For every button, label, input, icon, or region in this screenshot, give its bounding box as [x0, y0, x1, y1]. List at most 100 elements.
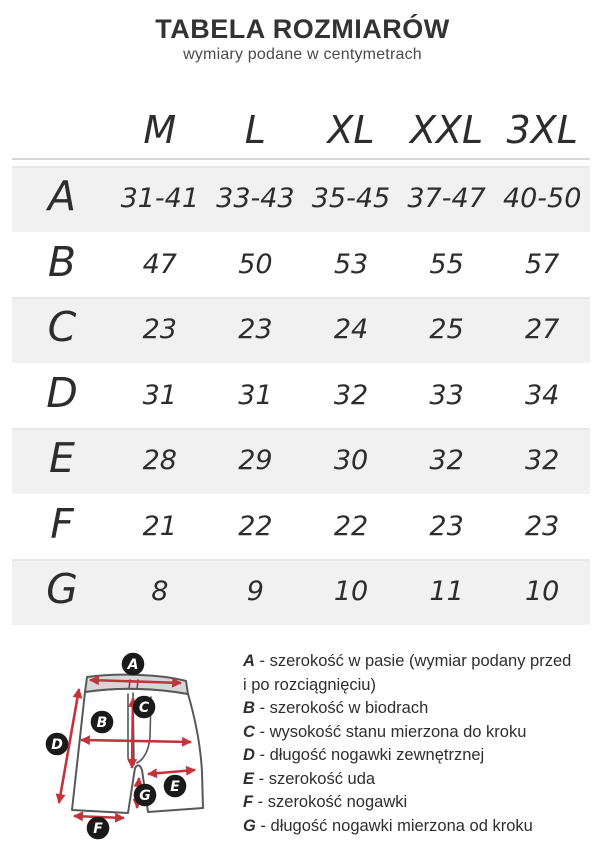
badge-d-letter: D: [51, 737, 63, 753]
legend-sep: -: [254, 699, 270, 717]
legend-letter: F: [243, 793, 254, 811]
legend-text: szerokość uda: [268, 769, 376, 788]
table-cell: 32: [429, 445, 464, 477]
column-header-xl: XL: [327, 108, 375, 152]
legend-letter: A: [243, 652, 255, 670]
arrow-a-waist: [89, 675, 182, 688]
page-title: TABELA ROZMIARÓW: [155, 14, 450, 44]
table-cell: 24: [333, 314, 369, 346]
table-cell: 57: [525, 248, 560, 280]
legend-letter: B: [243, 699, 255, 717]
table-row-e: E 28 29 30 32 32: [12, 428, 590, 494]
badge-c-letter: C: [139, 700, 150, 716]
row-label: B: [47, 237, 77, 286]
table-cell: 33-43: [216, 183, 295, 215]
badge-d: [45, 732, 69, 756]
badge-f-letter: F: [93, 821, 103, 837]
legend-item-a-cont: i po rozciągnięciu): [243, 674, 599, 698]
badge-a: [121, 652, 145, 676]
legend-item-a: A - szerokość w pasie (wymiar podany prz…: [243, 650, 599, 674]
table-cell: 23: [142, 314, 177, 346]
table-cell: 30: [333, 445, 369, 477]
arrow-b-hips: [80, 735, 192, 747]
badge-e-letter: E: [170, 779, 180, 795]
badge-e: [163, 774, 187, 798]
badge-c: [132, 695, 156, 719]
legend-sep: -: [254, 746, 270, 764]
legend-sep: -: [253, 793, 268, 811]
table-cell: 10: [525, 576, 560, 608]
legend-item-c: C - wysokość stanu mierzona do kroku: [243, 721, 599, 745]
table-cell: 21: [142, 510, 177, 542]
table-row-g: G 8 9 10 11 10: [12, 559, 590, 625]
table-cell: 31-41: [120, 183, 200, 215]
table-cell: 11: [429, 576, 464, 608]
row-label: G: [46, 565, 78, 614]
table-cell: 25: [429, 314, 464, 346]
arrow-c-rise: [127, 697, 138, 769]
row-label: D: [46, 368, 78, 417]
table-cell: 23: [238, 314, 273, 346]
badge-g: [133, 783, 157, 807]
legend-letter: D: [243, 746, 255, 764]
table-cell: 31: [238, 379, 273, 411]
table-header-row: M L XL XXL 3XL: [12, 102, 590, 158]
table-cell: 22: [333, 510, 369, 542]
column-header-l: L: [244, 108, 266, 152]
legend-text: długość nogawki mierzona od kroku: [270, 816, 533, 835]
legend-text: wysokość stanu mierzona do kroku: [269, 722, 527, 741]
table-cell: 29: [238, 445, 273, 477]
table-cell: 27: [525, 314, 560, 346]
table-cell: 37-47: [407, 183, 486, 215]
badge-b: [90, 710, 114, 734]
table-cell: 35-45: [311, 183, 391, 215]
row-label: A: [47, 172, 77, 221]
table-cell: 50: [238, 248, 273, 280]
page-subtitle: wymiary podane w centymetrach: [183, 46, 422, 63]
table-row-c: C 23 23 24 25 27: [12, 297, 590, 363]
row-label: E: [49, 434, 75, 483]
legend-sep: -: [254, 652, 270, 670]
size-table: M L XL XXL 3XL A 31-41 33-43 35-45 37-47…: [12, 102, 590, 625]
column-header-m: M: [143, 108, 177, 152]
table-cell: 23: [525, 510, 560, 542]
shorts-measurement-diagram: A B C D E F G: [45, 652, 204, 840]
legend-text: i po rozciągnięciu): [243, 675, 376, 694]
badge-b-letter: B: [97, 715, 108, 731]
table-cell: 32: [333, 379, 369, 411]
table-cell: 10: [333, 576, 369, 608]
table-cell: 40-50: [502, 183, 582, 215]
legend-text: szerokość nogawki: [267, 793, 408, 811]
legend-item-d: D - długość nogawki zewnętrznej: [243, 744, 599, 768]
legend-letter: C: [243, 722, 255, 741]
table-cell: 23: [429, 510, 464, 542]
table-cell: 22: [238, 510, 273, 542]
table-cell: 47: [142, 248, 177, 280]
table-cell: 33: [429, 379, 464, 411]
legend-sep: -: [255, 816, 271, 835]
table-cell: 31: [142, 379, 177, 411]
badge-g-letter: G: [139, 788, 151, 804]
table-row-f: F 21 22 22 23 23: [12, 494, 590, 560]
row-label: C: [47, 303, 77, 352]
legend-item-e: E - szerokość uda: [243, 768, 599, 792]
table-cell: 8: [151, 576, 169, 608]
header-divider: [12, 158, 590, 160]
table-row-b: B 47 50 53 55 57: [12, 232, 590, 298]
table-cell: 28: [142, 445, 177, 477]
row-label: F: [50, 499, 74, 548]
legend-letter: G: [243, 816, 256, 835]
legend-text: szerokość w pasie (wymiar podany przed: [269, 652, 572, 670]
table-row-d: D 31 31 32 33 34: [12, 363, 590, 429]
badge-a-letter: A: [127, 657, 139, 673]
legend-text: długość nogawki zewnętrznej: [269, 746, 485, 764]
legend-letter: E: [243, 769, 255, 788]
legend-sep: -: [254, 722, 270, 741]
legend-sep: -: [254, 769, 269, 788]
table-cell: 53: [333, 248, 369, 280]
arrow-d-outer-leg: [55, 688, 83, 804]
legend-item-b: B - szerokość w biodrach: [243, 697, 599, 721]
arrow-e-thigh: [147, 765, 196, 779]
table-cell: 34: [525, 379, 560, 411]
